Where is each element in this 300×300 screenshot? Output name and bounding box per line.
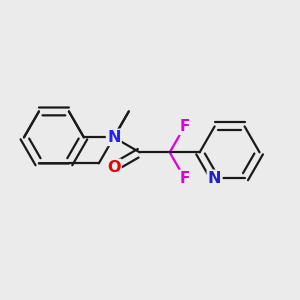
Text: F: F [179,119,190,134]
Text: O: O [107,160,121,175]
Text: F: F [179,171,190,186]
Text: N: N [107,130,121,145]
Text: N: N [208,171,221,186]
